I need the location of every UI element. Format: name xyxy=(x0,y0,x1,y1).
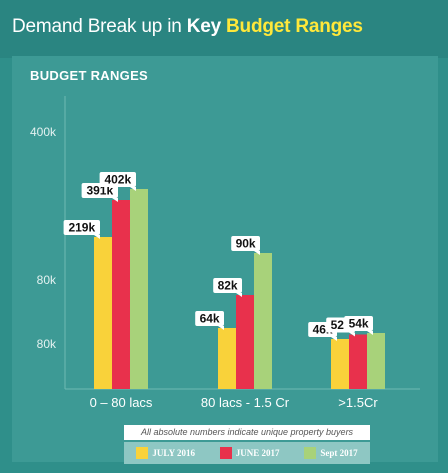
bar xyxy=(331,339,349,389)
bar xyxy=(254,253,272,389)
legend-swatch-july-2016 xyxy=(136,447,149,459)
bar xyxy=(130,189,148,389)
bar xyxy=(236,295,254,389)
data-label-text: 54k xyxy=(349,317,369,331)
header-bar: Demand Break up in Key Budget Ranges xyxy=(0,0,448,58)
legend-swatch-sept-2017 xyxy=(304,447,317,459)
data-label-pointer xyxy=(367,331,373,335)
data-label-box xyxy=(195,311,224,326)
legend-swatch-june-2017 xyxy=(219,447,232,459)
data-label: 90k xyxy=(231,236,260,255)
data-label-text: 402k xyxy=(104,173,131,187)
data-label-pointer xyxy=(236,293,242,297)
x-category-label: 0 – 80 lacs xyxy=(90,395,153,410)
footnote: All absolute numbers indicate unique pro… xyxy=(124,425,370,440)
bar xyxy=(349,334,367,389)
bar xyxy=(218,328,236,389)
x-category-label: >1.5Cr xyxy=(338,395,378,410)
legend-item-june-2017: JUNE 2017 xyxy=(219,447,280,459)
data-label: 54k xyxy=(344,316,373,335)
data-label: 219k xyxy=(63,220,100,239)
data-label-pointer xyxy=(94,235,100,239)
data-label-pointer xyxy=(349,332,355,337)
data-label-text: 90k xyxy=(236,237,256,251)
data-label: 402k xyxy=(99,172,136,191)
data-label-box xyxy=(231,236,260,251)
x-category-label: 80 lacs - 1.5 Cr xyxy=(201,395,290,410)
legend-label-sept-2017: Sept 2017 xyxy=(320,448,358,458)
bar xyxy=(367,333,385,389)
data-label-box xyxy=(213,278,242,293)
data-label: 82k xyxy=(213,278,242,297)
bar xyxy=(112,200,130,389)
data-label: 64k xyxy=(195,311,224,330)
title-accent: Budget Ranges xyxy=(226,16,363,37)
data-label-pointer xyxy=(130,187,136,191)
data-label-pointer xyxy=(254,251,260,255)
page-title: Demand Break up in Key Budget Ranges xyxy=(12,16,363,38)
data-label-box xyxy=(63,220,100,235)
legend-label-june-2017: JUNE 2017 xyxy=(235,448,280,458)
legend-item-sept-2017: Sept 2017 xyxy=(304,447,358,459)
legend-label-july-2016: JULY 2016 xyxy=(152,448,195,458)
bar xyxy=(94,237,112,389)
y-tick-label: 80k xyxy=(37,273,57,287)
data-label-text: 64k xyxy=(200,312,220,326)
data-label-pointer xyxy=(331,337,337,341)
title-prefix: Demand Break up in xyxy=(12,16,187,37)
legend-item-july-2016: JULY 2016 xyxy=(136,447,195,459)
legend: JULY 2016 JUNE 2017 Sept 2017 xyxy=(124,442,370,464)
data-label-box xyxy=(344,316,373,331)
title-strong: Key xyxy=(186,16,227,37)
chart-panel xyxy=(12,56,438,462)
y-tick-label: 80k xyxy=(37,337,57,351)
data-label-pointer xyxy=(218,326,224,330)
chart-title: BUDGET RANGES xyxy=(30,68,149,83)
data-label-pointer xyxy=(112,198,118,202)
data-label-text: 219k xyxy=(68,221,95,235)
y-tick-label: 400k xyxy=(30,125,57,139)
data-label-box xyxy=(99,172,136,187)
data-label-text: 82k xyxy=(218,279,238,293)
